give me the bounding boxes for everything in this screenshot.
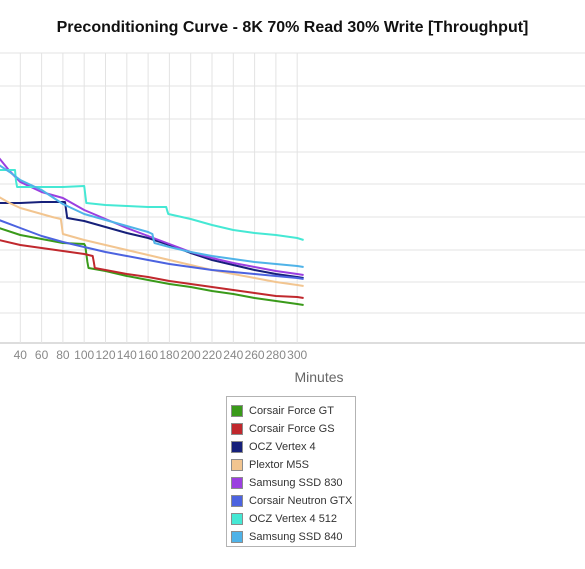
series-line-ocz-vertex-4-512 (0, 169, 304, 241)
x-tick-label: 200 (181, 348, 201, 362)
x-tick-label: 60 (35, 348, 49, 362)
x-tick-label: 180 (159, 348, 179, 362)
legend-swatch (231, 459, 243, 471)
legend-label: Corsair Force GS (249, 423, 335, 435)
legend-label: Samsung SSD 830 (249, 477, 343, 489)
legend-swatch (231, 423, 243, 435)
series-line-samsung-ssd-840 (0, 164, 304, 268)
legend-item: OCZ Vertex 4 512 (231, 510, 337, 528)
legend-label: Plextor M5S (249, 459, 309, 471)
legend-label: OCZ Vertex 4 (249, 441, 316, 453)
x-tick-label: 240 (223, 348, 243, 362)
series-line-corsair-neutron-gtx (0, 219, 304, 280)
legend-item: Samsung SSD 830 (231, 474, 343, 492)
chart-title: Preconditioning Curve - 8K 70% Read 30% … (56, 19, 529, 36)
legend-item: Corsair Force GT (231, 402, 334, 420)
chart-plot-area (0, 157, 304, 306)
x-axis: 40 60 80 100 120 140 160 180 200 220 240 260 280 300 (14, 348, 308, 362)
x-tick-label: 280 (266, 348, 286, 362)
legend-swatch (231, 405, 243, 417)
series-line-samsung-ssd-830 (0, 157, 304, 276)
legend-item: Plextor M5S (231, 456, 309, 474)
legend-swatch (231, 513, 243, 525)
legend-label: Corsair Force GT (249, 405, 334, 417)
x-tick-label: 80 (56, 348, 70, 362)
x-tick-label: 220 (202, 348, 222, 362)
x-axis-label: Minutes (294, 369, 343, 385)
legend-swatch (231, 495, 243, 507)
chart-grid (0, 52, 585, 344)
x-tick-label: 140 (117, 348, 137, 362)
series-line-plextor-m5s (0, 196, 304, 287)
legend-item: Corsair Force GS (231, 420, 335, 438)
x-tick-label: 40 (14, 348, 28, 362)
x-tick-label: 300 (287, 348, 307, 362)
legend-label: Corsair Neutron GTX (249, 495, 353, 507)
legend-item: Corsair Neutron GTX (231, 492, 352, 510)
legend: Corsair Force GT Corsair Force GS OCZ Vert… (226, 396, 356, 547)
legend-item: OCZ Vertex 4 (231, 438, 316, 456)
legend-swatch (231, 441, 243, 453)
legend-label: Samsung SSD 840 (249, 531, 343, 543)
legend-swatch (231, 477, 243, 489)
x-tick-label: 120 (95, 348, 115, 362)
legend-label: OCZ Vertex 4 512 (249, 513, 338, 525)
legend-swatch (231, 531, 243, 543)
series-line-corsair-force-gs (0, 239, 304, 299)
legend-item: Samsung SSD 840 (231, 528, 343, 546)
x-tick-label: 100 (74, 348, 94, 362)
x-tick-label: 260 (245, 348, 265, 362)
x-tick-label: 160 (138, 348, 158, 362)
